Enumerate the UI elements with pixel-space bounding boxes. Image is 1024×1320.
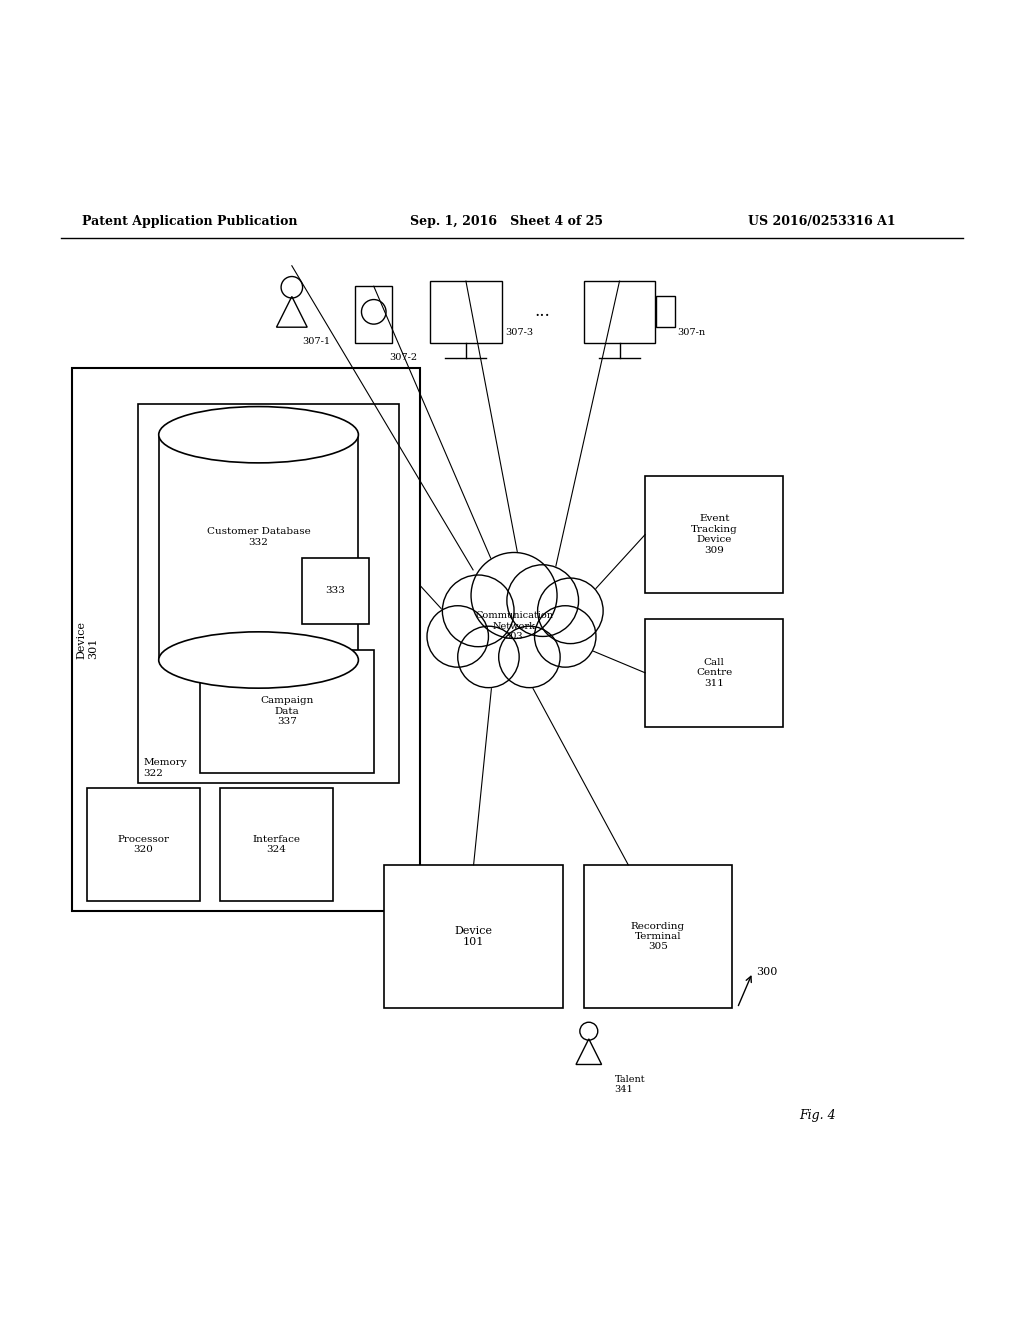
Bar	[220, 788, 333, 900]
Bar	[200, 649, 374, 772]
Text: Communication
Network
303: Communication Network 303	[475, 611, 553, 642]
Bar	[645, 475, 783, 594]
Bar	[138, 404, 399, 783]
Text: 300: 300	[756, 968, 777, 977]
Text: ...: ...	[535, 304, 551, 321]
Text: Memory
322: Memory 322	[143, 759, 187, 777]
Circle shape	[458, 626, 519, 688]
Circle shape	[427, 606, 488, 667]
Text: Talent
341: Talent 341	[614, 1074, 645, 1094]
Ellipse shape	[159, 407, 358, 463]
Circle shape	[499, 626, 560, 688]
Text: Event
Tracking
Device
309: Event Tracking Device 309	[691, 515, 737, 554]
Bar	[72, 368, 420, 911]
Text: Processor
320: Processor 320	[118, 834, 169, 854]
Circle shape	[507, 565, 579, 636]
Bar	[159, 434, 358, 660]
Bar	[430, 281, 502, 343]
Text: Device
301: Device 301	[77, 620, 98, 659]
Bar	[302, 557, 369, 624]
Text: 307-2: 307-2	[389, 352, 417, 362]
Bar	[656, 297, 675, 327]
Text: Customer Database
332: Customer Database 332	[207, 528, 310, 546]
Circle shape	[471, 553, 557, 639]
Text: 307-1: 307-1	[302, 338, 330, 346]
Bar	[584, 865, 732, 1008]
Circle shape	[538, 578, 603, 644]
Text: Call
Centre
311: Call Centre 311	[696, 657, 732, 688]
Text: Recording
Terminal
305: Recording Terminal 305	[631, 921, 685, 952]
Text: US 2016/0253316 A1: US 2016/0253316 A1	[748, 215, 895, 228]
Circle shape	[535, 606, 596, 667]
Circle shape	[442, 576, 514, 647]
Text: Device
101: Device 101	[455, 925, 493, 948]
Text: 307-3: 307-3	[505, 327, 532, 337]
Bar	[355, 286, 392, 343]
Text: Interface
324: Interface 324	[253, 834, 300, 854]
Bar	[645, 619, 783, 726]
Text: Campaign
Data
337: Campaign Data 337	[260, 697, 313, 726]
Ellipse shape	[159, 632, 358, 688]
Text: Sep. 1, 2016   Sheet 4 of 25: Sep. 1, 2016 Sheet 4 of 25	[410, 215, 602, 228]
Bar	[384, 865, 563, 1008]
Text: 333: 333	[326, 586, 345, 595]
Text: 307-n: 307-n	[677, 327, 705, 337]
Text: Fig. 4: Fig. 4	[799, 1109, 836, 1122]
Text: Patent Application Publication: Patent Application Publication	[82, 215, 297, 228]
Bar	[584, 281, 655, 343]
Bar	[87, 788, 200, 900]
